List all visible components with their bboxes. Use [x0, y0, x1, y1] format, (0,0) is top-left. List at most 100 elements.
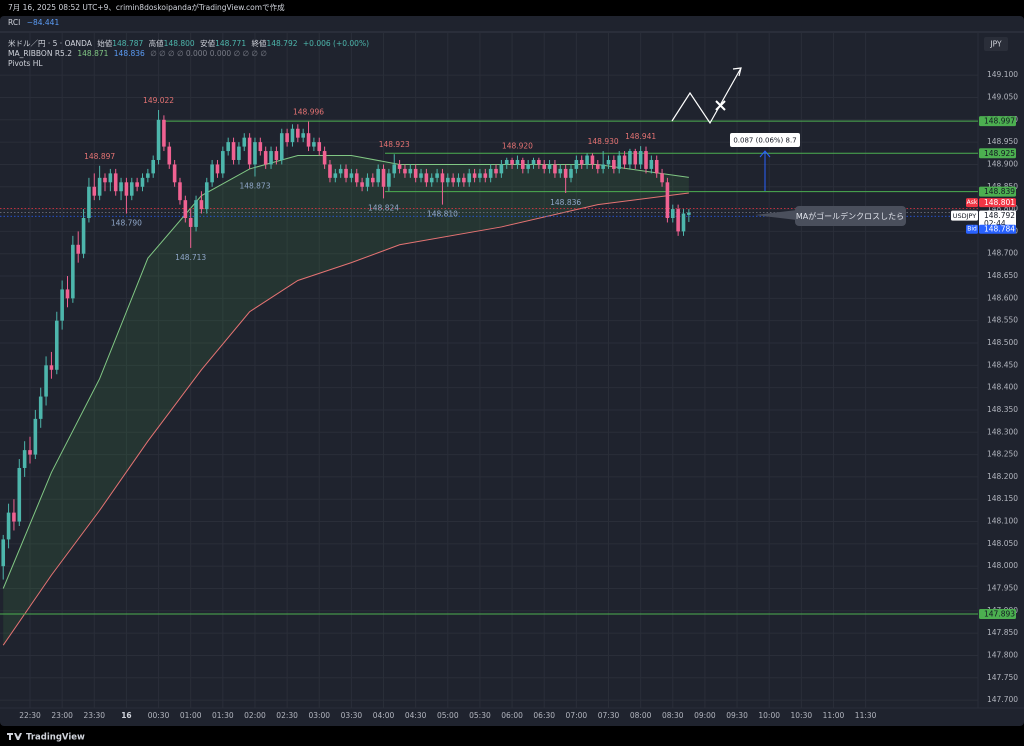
- y-tick-label: 149.050: [987, 92, 1018, 101]
- rci-label: RCI: [8, 18, 20, 27]
- candle-body: [376, 168, 380, 183]
- ribbon-rest: ∅ ∅ ∅ ∅ 0.000 0.000 ∅ ∅ ∅ ∅: [150, 49, 267, 58]
- candle-body: [638, 151, 643, 165]
- zigzag-line: [671, 67, 742, 125]
- legend-symbol: 米ドル／円 · 5 · OANDA: [8, 38, 93, 48]
- ask-tag: [979, 198, 1016, 208]
- candle-body: [456, 177, 461, 183]
- pivot-label: 148.920: [502, 142, 533, 151]
- candle-body: [119, 182, 123, 192]
- candle-body: [681, 213, 686, 232]
- brand[interactable]: TradingView: [7, 733, 85, 743]
- y-tick-label: 147.800: [987, 650, 1018, 659]
- candle-body: [403, 168, 407, 174]
- x-tick-label: 01:30: [212, 711, 234, 720]
- ask-value: 148.801: [984, 198, 1015, 207]
- legend-low: 148.771: [215, 39, 246, 48]
- candle-body: [81, 218, 86, 254]
- legend-open-label: 始値: [97, 38, 112, 48]
- bid-value: 148.784: [984, 225, 1015, 234]
- candle-body: [628, 151, 632, 165]
- y-tick-label: 148.250: [987, 450, 1018, 459]
- candle-body: [108, 173, 113, 183]
- y-tick-label: 147.700: [987, 695, 1018, 704]
- y-tick-label: 148.700: [987, 249, 1018, 258]
- candle-body: [344, 168, 348, 178]
- candle-body: [65, 289, 70, 299]
- candle-body: [22, 450, 27, 468]
- candle-body: [397, 164, 402, 169]
- candle-body: [660, 173, 664, 183]
- candle-body: [333, 173, 338, 178]
- pivot-label: 148.836: [550, 198, 581, 207]
- legend-pivots: Pivots HL: [8, 59, 43, 68]
- plot: 148.897 148.790 149.022 148.713 148.873 148.9…: [0, 96, 978, 646]
- candle-body: [172, 164, 177, 183]
- candle-body: [446, 177, 450, 183]
- candle-body: [188, 218, 193, 227]
- y-tick-label: 148.350: [987, 405, 1018, 414]
- candle-body: [44, 365, 48, 397]
- candle-body: [542, 164, 547, 169]
- candle-body: [215, 164, 220, 174]
- candle-body: [467, 173, 472, 183]
- legend-close: 148.792: [266, 39, 297, 48]
- candle-body: [237, 146, 241, 160]
- x-tick-label: 08:00: [630, 711, 652, 720]
- candle-body: [526, 164, 530, 169]
- y-tick-label: 148.950: [987, 137, 1018, 146]
- candle-body: [553, 164, 557, 174]
- candle-body: [472, 173, 477, 178]
- candle-body: [204, 182, 209, 210]
- candle-body: [135, 182, 139, 187]
- candle-body: [429, 177, 434, 183]
- candle-body: [269, 151, 273, 165]
- bid-tag: [979, 224, 1016, 234]
- ask-label: Ask: [967, 199, 978, 206]
- candle-body: [183, 200, 188, 219]
- ma-line: [2, 192, 689, 646]
- level-tag-label: 148.997: [984, 117, 1015, 126]
- brand-name[interactable]: TradingView: [26, 733, 85, 743]
- candle-body: [617, 155, 622, 169]
- y-tick-label: 148.550: [987, 316, 1018, 325]
- candle-body: [579, 159, 584, 165]
- y-tick-label: 148.200: [987, 472, 1018, 481]
- candle-body: [494, 168, 498, 174]
- candle-body: [670, 209, 675, 219]
- candle-body: [178, 182, 182, 201]
- candle-body: [279, 133, 284, 160]
- y-tick-label: 148.050: [987, 539, 1018, 548]
- candle-body: [54, 320, 59, 370]
- level-tag: [979, 186, 1016, 197]
- ask-label-box: [966, 198, 978, 208]
- pivot-label: 148.923: [379, 140, 410, 149]
- countdown: 02:44: [984, 219, 1006, 228]
- x-tick-label: 00:30: [148, 711, 170, 720]
- candle-body: [462, 177, 466, 183]
- candle-body: [97, 177, 102, 196]
- candle-body: [563, 168, 568, 178]
- axes: 147.700147.750147.800147.850147.900147.9…: [19, 70, 1018, 720]
- y-tick-label: 147.950: [987, 583, 1018, 592]
- rci-row: RCI −84.441: [8, 18, 59, 27]
- level-tag: [979, 608, 1016, 619]
- candle-body: [258, 142, 263, 152]
- brand-logo[interactable]: [7, 733, 22, 740]
- currency-box[interactable]: [984, 37, 1008, 51]
- candle-body: [17, 467, 22, 522]
- currency[interactable]: JPY: [989, 40, 1002, 49]
- candle-body: [413, 168, 418, 178]
- candle-body: [167, 146, 172, 165]
- legend-open: 148.787: [112, 39, 143, 48]
- candle-body: [301, 133, 305, 138]
- candle-body: [622, 155, 627, 165]
- candle-body: [296, 128, 300, 138]
- cross-mark: [715, 100, 726, 111]
- pivot-label: 148.713: [175, 253, 206, 262]
- last-tag: [979, 210, 1016, 229]
- candle-body: [156, 119, 161, 160]
- last-value: 148.792: [984, 211, 1015, 220]
- y-tick-label: 148.150: [987, 494, 1018, 503]
